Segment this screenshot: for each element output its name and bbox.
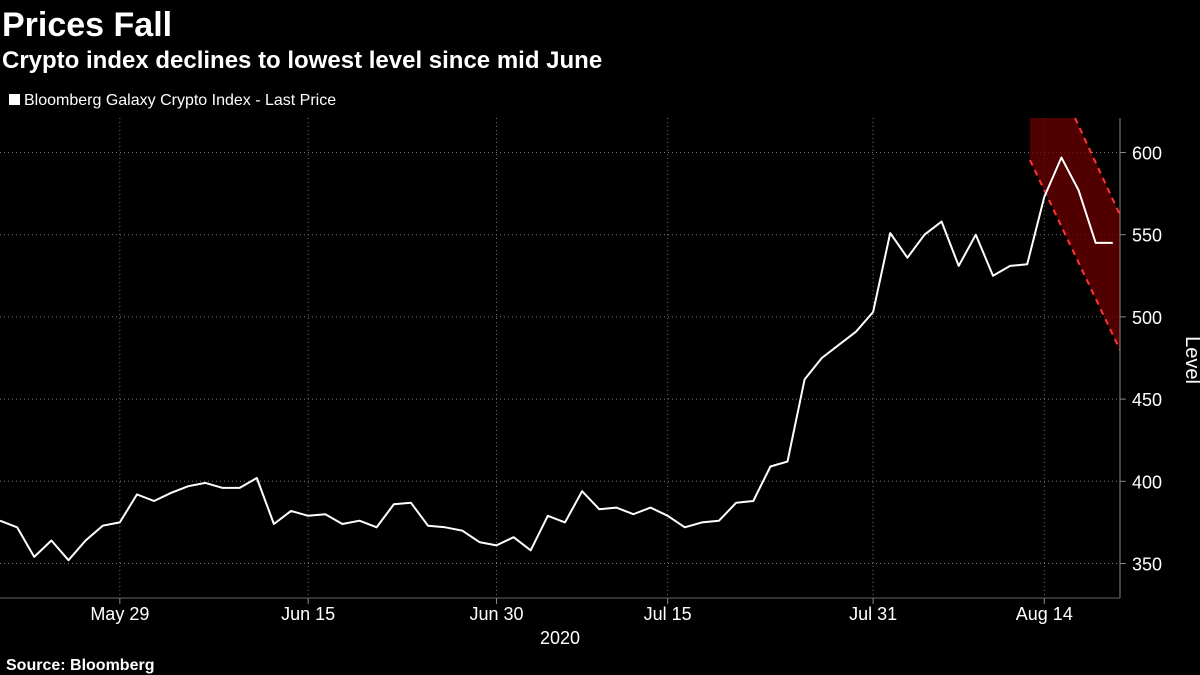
series-line [0,156,1113,562]
chart-subtitle: Crypto index declines to lowest level si… [2,47,602,74]
y-tick-label: 400 [1132,472,1162,492]
x-tick-label: Aug 14 [1016,604,1073,624]
x-tick-label: Jun 15 [281,604,335,624]
x-axis-sublabel: 2020 [540,628,580,648]
channel-upper [1074,117,1121,216]
legend-swatch [9,94,20,105]
x-tick-label: Jul 31 [849,604,897,624]
trend-channel [1030,118,1120,350]
legend-label: Bloomberg Galaxy Crypto Index - Last Pri… [24,92,336,109]
x-tick-label: Jul 15 [644,604,692,624]
y-tick-label: 600 [1132,144,1162,164]
y-axis-title: Level [1181,336,1200,384]
y-tick-label: 450 [1132,390,1162,410]
chart-title: Prices Fall [2,6,172,44]
x-tick-label: Jun 30 [469,604,523,624]
channel-lower [1029,159,1121,351]
y-tick-label: 350 [1132,554,1162,574]
y-tick-label: 500 [1132,308,1162,328]
x-tick-label: May 29 [90,604,149,624]
source: Source: Bloomberg [6,657,154,674]
y-tick-label: 550 [1132,226,1162,246]
